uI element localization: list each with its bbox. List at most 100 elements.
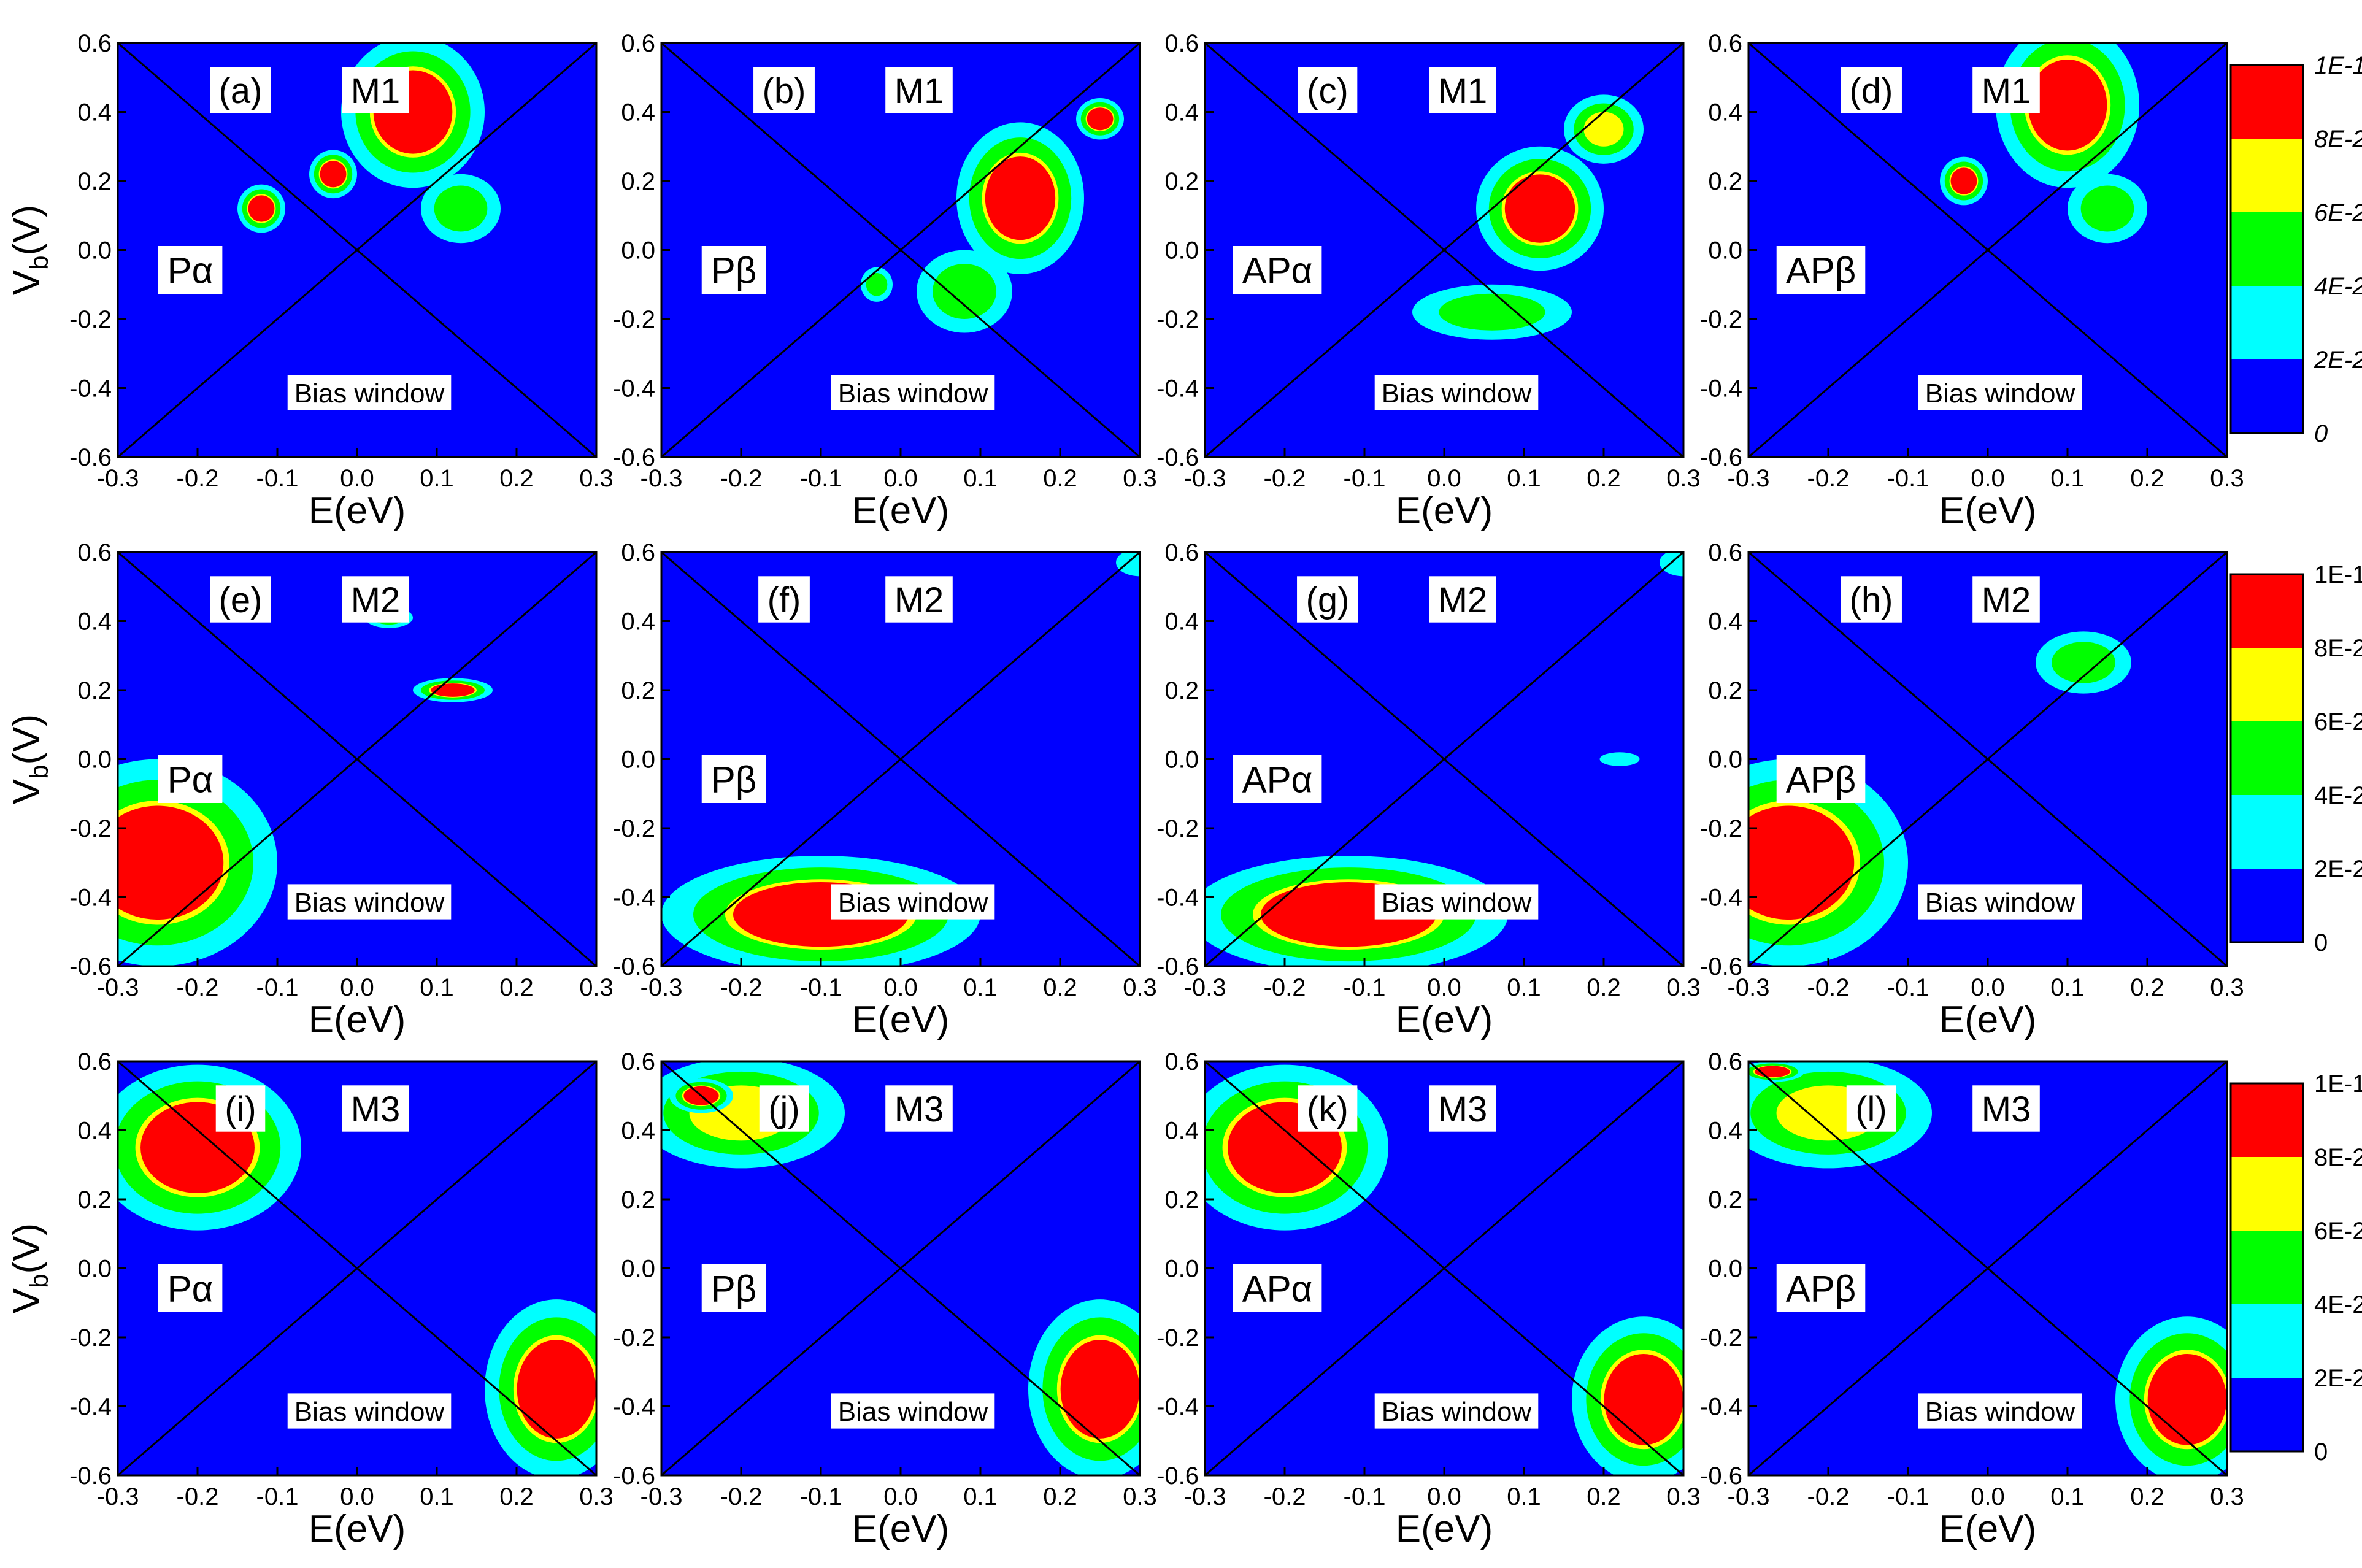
x-tick-label: -0.1	[1887, 465, 1929, 492]
y-tick-label: 0.0	[1164, 1256, 1199, 1283]
y-tick-label: -0.4	[1700, 375, 1742, 402]
panel-l: -0.3 -0.2 -0.1 0.0 0.1 0.2 0.3 -0.6 -0.4 -0.2 0.0 0…	[1700, 1048, 2244, 1550]
spin-label: APβ	[1776, 1264, 1866, 1312]
contour-band	[1060, 1339, 1140, 1439]
contour-band	[1583, 112, 1624, 147]
bias-window-label: Bias window	[1918, 884, 2082, 920]
y-tick-label: -0.2	[613, 306, 655, 333]
spin-label: Pβ	[701, 1264, 766, 1312]
contour-field	[1748, 1061, 2227, 1475]
contour-band	[1504, 174, 1575, 243]
contour-field	[661, 1061, 1140, 1475]
x-tick-label: 0.0	[883, 1483, 918, 1510]
y-tick-label: -0.2	[613, 815, 655, 842]
y-tick-label: -0.2	[1156, 1324, 1199, 1351]
bias-window-label: Bias window	[831, 1393, 995, 1429]
x-tick-label: 0.2	[1043, 974, 1077, 1001]
y-tick-label: 0.4	[621, 1118, 655, 1145]
svg-text:(f): (f)	[767, 580, 801, 620]
svg-text:APβ: APβ	[1786, 250, 1856, 291]
contour-band	[2052, 642, 2115, 683]
x-tick-label: -0.3	[641, 1483, 683, 1510]
x-tick-label: 0.2	[1043, 465, 1077, 492]
svg-text:M3: M3	[1982, 1090, 2031, 1129]
bias-window-line	[1748, 42, 2228, 458]
svg-text:APβ: APβ	[1786, 1269, 1856, 1310]
panel-label: (i)	[215, 1085, 266, 1132]
svg-text:Bias window: Bias window	[838, 888, 988, 918]
contour-band	[248, 195, 275, 222]
svg-text:(a): (a)	[219, 71, 263, 111]
x-tick-label: -0.1	[800, 1483, 842, 1510]
contour-band	[1950, 167, 1977, 194]
x-tick-label: 0.3	[1123, 465, 1157, 492]
y-tick-label: 0.4	[1708, 99, 1742, 126]
colorbar-frame	[2229, 1082, 2304, 1453]
x-tick-label: 0.3	[1666, 465, 1701, 492]
y-tick-label: -0.2	[1156, 306, 1199, 333]
y-tick-label: 0.6	[77, 1048, 112, 1075]
svg-text:M1: M1	[1438, 71, 1488, 111]
x-tick-label: 0.0	[340, 1483, 374, 1510]
contour-band	[1748, 805, 1855, 920]
panel-g: -0.3 -0.2 -0.1 0.0 0.1 0.2 0.3 -0.6 -0.4 -0.2 0.0 0…	[1156, 539, 1701, 1041]
x-tick-label: -0.2	[177, 465, 219, 492]
y-tick-label: 0.4	[1164, 609, 1199, 636]
bias-window-label: Bias window	[287, 375, 452, 410]
molecule-label: M3	[885, 1085, 953, 1132]
x-tick-label: 0.2	[499, 974, 534, 1001]
colorbar-segment	[2231, 139, 2303, 212]
y-tick-label: 0.4	[1164, 1118, 1199, 1145]
colorbar-tick-label: 1E-1	[2314, 52, 2362, 79]
x-tick-label: 0.1	[963, 974, 998, 1001]
panel-label: (b)	[753, 67, 815, 113]
colorbar-1: 0 2E-2 4E-2 6E-2 8E-2 1E-1	[2229, 52, 2362, 447]
x-tick-label: -0.2	[1807, 465, 1850, 492]
svg-text:Bias window: Bias window	[294, 888, 445, 918]
svg-text:Pα: Pα	[167, 250, 214, 291]
svg-text:Bias window: Bias window	[1382, 379, 1532, 409]
x-tick-label: 0.2	[499, 1483, 534, 1510]
bias-window-line	[1204, 42, 1684, 458]
x-tick-label: 0.0	[1427, 974, 1461, 1001]
bias-window-line	[117, 42, 597, 458]
bias-window-label: Bias window	[287, 1393, 452, 1429]
y-tick-label: -0.4	[613, 375, 655, 402]
y-tick-label: -0.2	[69, 1324, 112, 1351]
y-axis-label: Vb(V)	[6, 205, 53, 295]
svg-text:Pα: Pα	[167, 759, 214, 801]
svg-text:Bias window: Bias window	[1925, 379, 2075, 409]
x-axis-label: E(eV)	[1396, 999, 1493, 1041]
x-tick-label: -0.3	[97, 1483, 139, 1510]
svg-text:M2: M2	[1438, 580, 1488, 620]
x-axis-label: E(eV)	[852, 1508, 949, 1550]
spin-label: APα	[1233, 246, 1322, 294]
x-axis-label: E(eV)	[309, 1508, 406, 1550]
y-tick-label: 0.6	[1164, 30, 1199, 57]
y-tick-label: 0.2	[1708, 168, 1742, 195]
svg-text:M1: M1	[351, 71, 401, 111]
x-tick-label: 0.0	[1427, 465, 1461, 492]
bias-window-label: Bias window	[831, 884, 995, 920]
panel-label: (k)	[1298, 1085, 1358, 1132]
contour-band	[118, 805, 224, 920]
y-tick-label: 0.4	[1164, 99, 1199, 126]
bias-window-line	[661, 42, 1141, 458]
x-tick-label: 0.2	[2130, 1483, 2164, 1510]
svg-text:Bias window: Bias window	[294, 379, 445, 409]
colorbar-tick-label: 4E-2	[2314, 273, 2362, 300]
svg-text:(l): (l)	[1855, 1090, 1887, 1129]
svg-text:(g): (g)	[1306, 580, 1350, 620]
y-tick-label: -0.6	[69, 953, 112, 980]
bias-window-label: Bias window	[1918, 375, 2082, 410]
y-tick-label: 0.6	[1708, 1048, 1742, 1075]
svg-text:APα: APα	[1242, 759, 1313, 801]
colorbar-segment	[2231, 65, 2303, 139]
contour-band	[1599, 752, 1640, 766]
x-tick-label: 0.2	[1587, 1483, 1621, 1510]
y-tick-label: 0.6	[1164, 1048, 1199, 1075]
y-tick-label: 0.6	[1164, 539, 1199, 566]
x-tick-label: -0.3	[1728, 974, 1770, 1001]
spin-label: Pα	[158, 246, 223, 294]
colorbar-3: 0 2E-2 4E-2 6E-2 8E-2 1E-1	[2229, 1070, 2362, 1466]
